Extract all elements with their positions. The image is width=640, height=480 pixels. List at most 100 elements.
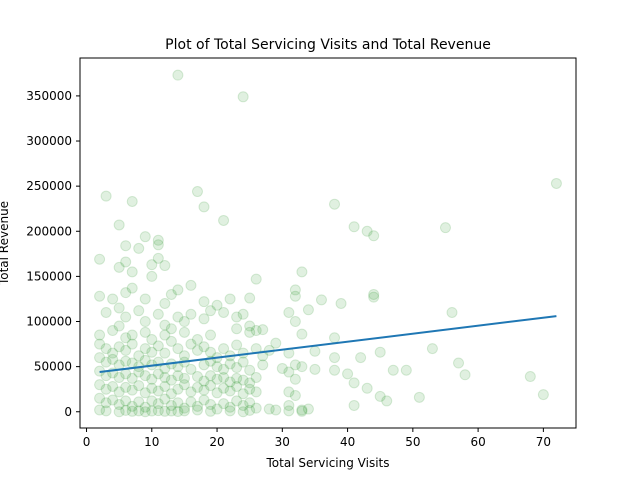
scatter-point xyxy=(120,381,132,393)
scatter-point xyxy=(250,273,262,285)
scatter-point xyxy=(237,388,249,400)
scatter-point xyxy=(237,356,249,368)
scatter-point xyxy=(283,405,295,417)
scatter-point xyxy=(237,308,249,320)
scatter-point xyxy=(113,320,125,332)
scatter-point xyxy=(309,345,321,357)
scatter-point xyxy=(139,401,151,413)
scatter-point xyxy=(172,311,184,323)
scatter-point xyxy=(120,311,132,323)
scatter-point xyxy=(257,359,269,371)
scatter-point xyxy=(94,253,106,265)
scatter-point xyxy=(120,404,132,416)
scatter-point xyxy=(198,201,210,213)
scatter-point xyxy=(146,373,158,385)
scatter-point xyxy=(94,329,106,341)
scatter-point xyxy=(342,368,354,380)
scatter-point xyxy=(172,343,184,355)
scatter-point xyxy=(172,397,184,409)
scatter-point xyxy=(139,406,151,418)
scatter-point xyxy=(191,186,203,198)
scatter-point xyxy=(165,399,177,411)
y-tick-label: 200000 xyxy=(26,224,72,238)
scatter-point xyxy=(224,293,236,305)
scatter-point xyxy=(113,386,125,398)
x-axis: 0 10 20 30 40 50 60 70 xyxy=(83,428,551,449)
scatter-point xyxy=(374,346,386,358)
scatter-point xyxy=(289,390,301,402)
scatter-point xyxy=(283,366,295,378)
scatter-point xyxy=(224,358,236,370)
scatter-point xyxy=(211,361,223,373)
scatter-point xyxy=(289,316,301,328)
scatter-point xyxy=(113,406,125,418)
scatter-point xyxy=(94,404,106,416)
scatter-point xyxy=(178,379,190,391)
scatter-point xyxy=(244,326,256,338)
scatter-points xyxy=(94,69,562,418)
scatter-point xyxy=(191,334,203,346)
scatter-point xyxy=(426,343,438,355)
scatter-point xyxy=(152,308,164,320)
scatter-point xyxy=(107,347,119,359)
y-axis-label: Total Revenue xyxy=(0,201,11,286)
scatter-point xyxy=(361,225,373,237)
scatter-point xyxy=(159,260,171,272)
scatter-point xyxy=(244,364,256,376)
scatter-point xyxy=(126,266,138,278)
scatter-point xyxy=(126,400,138,412)
regression-line xyxy=(99,315,557,374)
scatter-point xyxy=(244,377,256,389)
scatter-point xyxy=(172,370,184,382)
scatter-point xyxy=(113,219,125,231)
scatter-point xyxy=(231,380,243,392)
scatter-point xyxy=(355,352,367,364)
scatter-point xyxy=(231,372,243,384)
scatter-point xyxy=(159,297,171,309)
scatter-point xyxy=(178,316,190,328)
y-tick-label: 50000 xyxy=(34,360,72,374)
scatter-point xyxy=(178,402,190,414)
scatter-point xyxy=(250,402,262,414)
scatter-point xyxy=(152,234,164,246)
scatter-point xyxy=(244,397,256,409)
scatter-point xyxy=(191,404,203,416)
scatter-point xyxy=(263,403,275,415)
scatter-point xyxy=(139,370,151,382)
scatter-point xyxy=(94,379,106,391)
scatter-point xyxy=(537,389,549,401)
scatter-point xyxy=(126,338,138,350)
scatter-point xyxy=(133,405,145,417)
scatter-point xyxy=(302,304,314,316)
scatter-point xyxy=(139,316,151,328)
scatter-point xyxy=(165,388,177,400)
scatter-point xyxy=(100,405,112,417)
scatter-point xyxy=(198,296,210,308)
scatter-point xyxy=(120,344,132,356)
scatter-point xyxy=(270,404,282,416)
scatter-point xyxy=(453,357,465,369)
scatter-point xyxy=(178,405,190,417)
scatter-point xyxy=(126,405,138,417)
scatter-point xyxy=(133,396,145,408)
scatter-point xyxy=(218,371,230,383)
scatter-point xyxy=(185,279,197,291)
scatter-point xyxy=(368,291,380,303)
scatter-point xyxy=(368,230,380,242)
scatter-point xyxy=(309,363,321,375)
scatter-point xyxy=(146,334,158,346)
scatter-point xyxy=(205,346,217,358)
scatter-point xyxy=(139,231,151,243)
scatter-point xyxy=(244,404,256,416)
x-tick-label: 60 xyxy=(470,435,485,449)
scatter-point xyxy=(550,177,562,189)
y-axis: 0 50000 100000 150000 200000 250000 300000 3500… xyxy=(26,89,80,419)
scatter-point xyxy=(126,372,138,384)
scatter-point xyxy=(165,288,177,300)
scatter-point xyxy=(289,290,301,302)
scatter-point xyxy=(257,324,269,336)
scatter-point xyxy=(133,350,145,362)
scatter-point xyxy=(152,340,164,352)
scatter-point xyxy=(107,380,119,392)
scatter-point xyxy=(159,329,171,341)
